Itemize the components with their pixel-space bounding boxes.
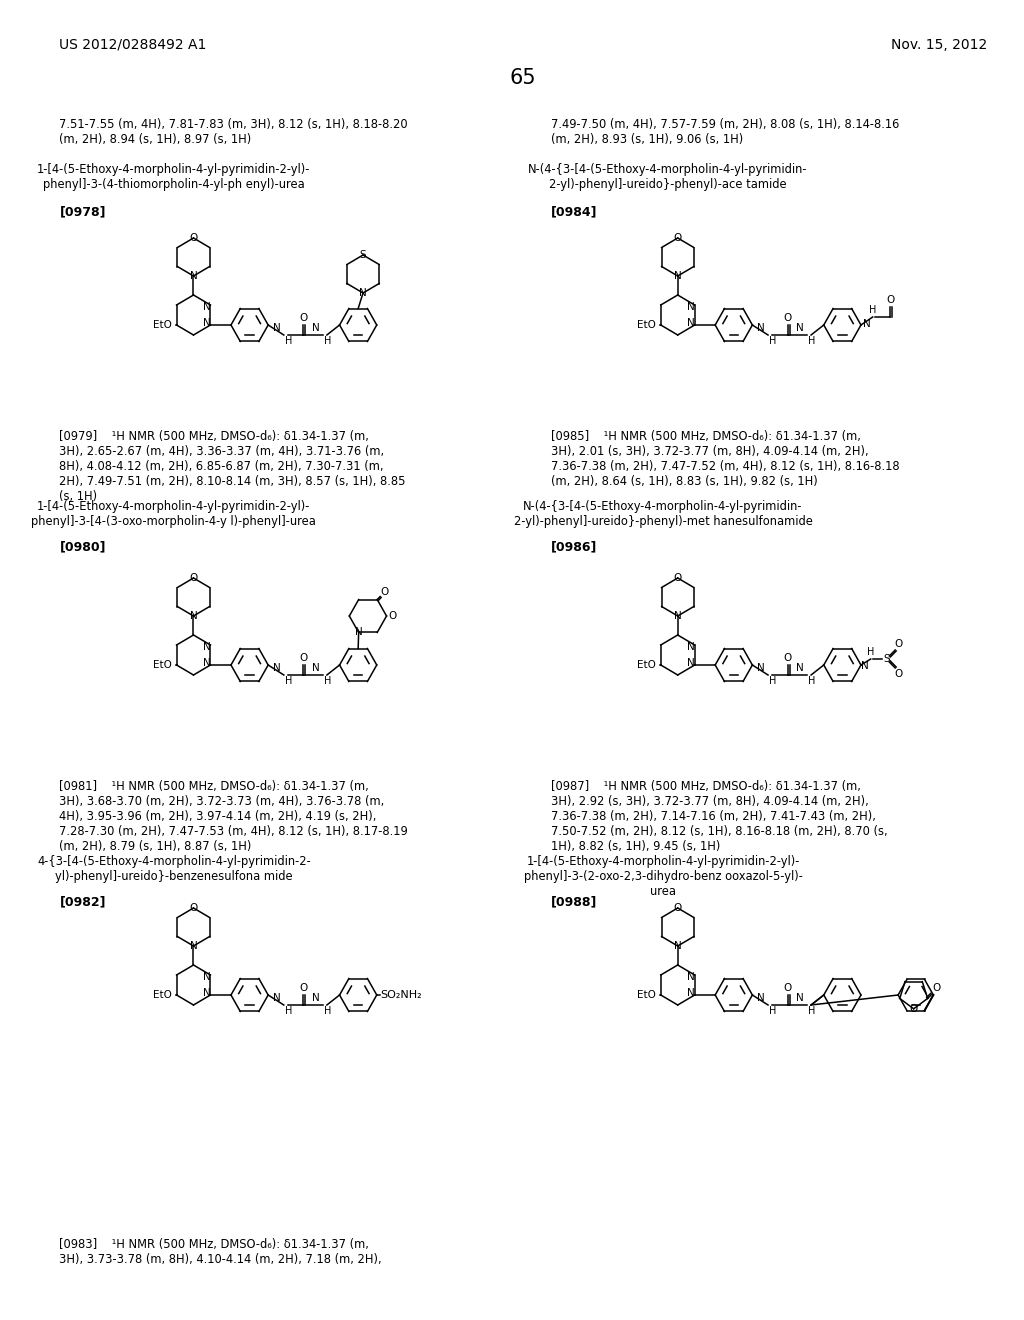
Text: 4-{3-[4-(5-Ethoxy-4-morpholin-4-yl-pyrimidin-2-
yl)-phenyl]-ureido}-benzenesulfo: 4-{3-[4-(5-Ethoxy-4-morpholin-4-yl-pyrim… [37,855,311,883]
Text: N: N [687,642,695,652]
Text: N: N [674,271,682,281]
Text: S: S [883,653,890,664]
Text: N-(4-{3-[4-(5-Ethoxy-4-morpholin-4-yl-pyrimidin-
2-yl)-phenyl]-ureido}-phenyl)-a: N-(4-{3-[4-(5-Ethoxy-4-morpholin-4-yl-py… [528,162,808,191]
Text: N: N [312,993,321,1003]
Text: H: H [867,647,874,657]
Text: H: H [324,1006,332,1016]
Text: Nov. 15, 2012: Nov. 15, 2012 [891,38,987,51]
Text: N: N [687,302,695,312]
Text: [0985]    ¹H NMR (500 MHz, DMSO-d₆): δ1.34-1.37 (m,
3H), 2.01 (s, 3H), 3.72-3.77: [0985] ¹H NMR (500 MHz, DMSO-d₆): δ1.34-… [551,430,899,488]
Text: O: O [299,313,307,323]
Text: O: O [909,1003,918,1014]
Text: EtO: EtO [153,990,172,1001]
Text: O: O [299,653,307,663]
Text: O: O [189,903,198,913]
Text: N: N [203,642,211,652]
Text: N: N [863,319,870,329]
Text: N: N [312,323,321,333]
Text: H: H [324,337,332,346]
Text: N: N [797,663,804,673]
Text: EtO: EtO [637,990,656,1001]
Text: N: N [758,323,765,333]
Text: [0983]    ¹H NMR (500 MHz, DMSO-d₆): δ1.34-1.37 (m,
3H), 3.73-3.78 (m, 8H), 4.10: [0983] ¹H NMR (500 MHz, DMSO-d₆): δ1.34-… [59,1238,382,1266]
Text: H: H [285,337,292,346]
Text: O: O [674,573,682,583]
Text: N: N [203,972,211,982]
Text: [0988]: [0988] [551,895,597,908]
Text: N: N [797,993,804,1003]
Text: O: O [299,983,307,993]
Text: N: N [758,663,765,673]
Text: N: N [674,611,682,620]
Text: O: O [189,234,198,243]
Text: [0987]    ¹H NMR (500 MHz, DMSO-d₆): δ1.34-1.37 (m,
3H), 2.92 (s, 3H), 3.72-3.77: [0987] ¹H NMR (500 MHz, DMSO-d₆): δ1.34-… [551,780,887,853]
Text: O: O [674,903,682,913]
Text: O: O [933,983,941,994]
Text: N: N [687,987,695,998]
Text: H: H [808,676,815,686]
Text: O: O [783,983,792,993]
Text: N: N [354,627,362,638]
Text: 1-[4-(5-Ethoxy-4-morpholin-4-yl-pyrimidin-2-yl)-
phenyl]-3-[4-(3-oxo-morpholin-4: 1-[4-(5-Ethoxy-4-morpholin-4-yl-pyrimidi… [32,500,316,528]
Text: N: N [203,302,211,312]
Text: N: N [687,318,695,327]
Text: N-(4-{3-[4-(5-Ethoxy-4-morpholin-4-yl-pyrimidin-
2-yl)-phenyl]-ureido}-phenyl)-m: N-(4-{3-[4-(5-Ethoxy-4-morpholin-4-yl-py… [514,500,812,528]
Text: N: N [674,941,682,950]
Text: N: N [273,323,281,333]
Text: H: H [324,676,332,686]
Text: N: N [189,271,198,281]
Text: O: O [783,313,792,323]
Text: SO₂NH₂: SO₂NH₂ [381,990,422,1001]
Text: [0986]: [0986] [551,540,597,553]
Text: O: O [894,639,902,649]
Text: N: N [203,987,211,998]
Text: O: O [783,653,792,663]
Text: N: N [203,657,211,668]
Text: H: H [869,305,877,315]
Text: [0980]: [0980] [59,540,106,553]
Text: [0981]    ¹H NMR (500 MHz, DMSO-d₆): δ1.34-1.37 (m,
3H), 3.68-3.70 (m, 2H), 3.72: [0981] ¹H NMR (500 MHz, DMSO-d₆): δ1.34-… [59,780,409,853]
Text: O: O [674,234,682,243]
Text: 1-[4-(5-Ethoxy-4-morpholin-4-yl-pyrimidin-2-yl)-
phenyl]-3-(4-thiomorpholin-4-yl: 1-[4-(5-Ethoxy-4-morpholin-4-yl-pyrimidi… [37,162,310,191]
Text: US 2012/0288492 A1: US 2012/0288492 A1 [59,38,207,51]
Text: O: O [380,586,388,597]
Text: N: N [861,661,868,671]
Text: EtO: EtO [153,660,172,671]
Text: H: H [808,337,815,346]
Text: EtO: EtO [637,319,656,330]
Text: [0984]: [0984] [551,205,597,218]
Text: O: O [388,611,396,620]
Text: H: H [769,1006,776,1016]
Text: N: N [203,318,211,327]
Text: N: N [189,941,198,950]
Text: O: O [894,669,902,678]
Text: H: H [285,1006,292,1016]
Text: [0978]: [0978] [59,205,106,218]
Text: N: N [273,663,281,673]
Text: H: H [769,676,776,686]
Text: N: N [797,323,804,333]
Text: [0979]    ¹H NMR (500 MHz, DMSO-d₆): δ1.34-1.37 (m,
3H), 2.65-2.67 (m, 4H), 3.36: [0979] ¹H NMR (500 MHz, DMSO-d₆): δ1.34-… [59,430,406,503]
Text: O: O [189,573,198,583]
Text: N: N [359,288,367,298]
Text: [0982]: [0982] [59,895,106,908]
Text: N: N [687,657,695,668]
Text: 7.51-7.55 (m, 4H), 7.81-7.83 (m, 3H), 8.12 (s, 1H), 8.18-8.20
(m, 2H), 8.94 (s, : 7.51-7.55 (m, 4H), 7.81-7.83 (m, 3H), 8.… [59,117,409,147]
Text: H: H [769,337,776,346]
Text: N: N [312,663,321,673]
Text: N: N [758,993,765,1003]
Text: H: H [285,676,292,686]
Text: 7.49-7.50 (m, 4H), 7.57-7.59 (m, 2H), 8.08 (s, 1H), 8.14-8.16
(m, 2H), 8.93 (s, : 7.49-7.50 (m, 4H), 7.57-7.59 (m, 2H), 8.… [551,117,899,147]
Text: EtO: EtO [153,319,172,330]
Text: N: N [273,993,281,1003]
Text: N: N [687,972,695,982]
Text: EtO: EtO [637,660,656,671]
Text: N: N [189,611,198,620]
Text: 65: 65 [510,69,537,88]
Text: S: S [359,249,367,260]
Text: O: O [886,294,894,305]
Text: H: H [808,1006,815,1016]
Text: 1-[4-(5-Ethoxy-4-morpholin-4-yl-pyrimidin-2-yl)-
phenyl]-3-(2-oxo-2,3-dihydro-be: 1-[4-(5-Ethoxy-4-morpholin-4-yl-pyrimidi… [523,855,803,898]
